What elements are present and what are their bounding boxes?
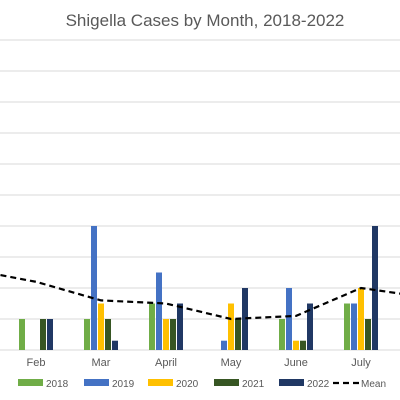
series-line-mean xyxy=(0,273,400,321)
bar-2021-feb xyxy=(40,319,46,350)
bar-2022-june xyxy=(307,303,313,350)
legend-swatch-2022 xyxy=(279,379,304,386)
bar-2022-may xyxy=(242,288,248,350)
bar-2019-may xyxy=(221,340,227,350)
bar-2020-july xyxy=(358,288,364,350)
chart-title: Shigella Cases by Month, 2018-2022 xyxy=(66,11,345,30)
bar-2021-june xyxy=(300,340,306,350)
bar-2018-june xyxy=(279,319,285,350)
bars xyxy=(19,226,378,350)
grid xyxy=(0,39,400,351)
x-tick-label: May xyxy=(221,357,242,369)
legend-swatch-2018 xyxy=(18,379,43,386)
x-tick-label: Feb xyxy=(27,357,46,369)
legend-swatch-2020 xyxy=(148,379,173,386)
legend-label-2018: 2018 xyxy=(46,379,69,390)
bar-2022-feb xyxy=(47,319,53,350)
legend-label-2019: 2019 xyxy=(112,379,135,390)
bar-2018-mar xyxy=(84,319,90,350)
x-tick-labels: Feb Mar April May June July xyxy=(27,357,372,369)
legend: 2018 2019 2020 2021 2022 Mean xyxy=(18,379,386,390)
legend-swatch-2019 xyxy=(84,379,109,386)
bar-2020-june xyxy=(293,340,299,350)
bar-2021-mar xyxy=(105,319,111,350)
x-tick-label: June xyxy=(284,357,308,369)
legend-label-2021: 2021 xyxy=(242,379,265,390)
bar-2018-april xyxy=(149,303,155,350)
bar-2021-may xyxy=(235,319,241,350)
x-tick-label: Mar xyxy=(92,357,111,369)
bar-2022-april xyxy=(177,303,183,350)
mean-line-layer xyxy=(0,273,400,321)
bar-2019-july xyxy=(351,303,357,350)
bar-2022-july xyxy=(372,226,378,350)
bar-2020-mar xyxy=(98,303,104,350)
legend-swatch-2021 xyxy=(214,379,239,386)
x-tick-label: July xyxy=(351,357,371,369)
legend-label-mean: Mean xyxy=(361,379,386,390)
bar-2020-april xyxy=(163,319,169,350)
bar-2021-july xyxy=(365,319,371,350)
bar-2019-mar xyxy=(91,226,97,350)
bar-2018-july xyxy=(344,303,350,350)
x-tick-label: April xyxy=(155,357,177,369)
bar-2020-may xyxy=(228,303,234,350)
bar-2018-feb xyxy=(19,319,25,350)
bar-2019-april xyxy=(156,272,162,350)
bar-2021-april xyxy=(170,319,176,350)
legend-label-2022: 2022 xyxy=(307,379,330,390)
legend-label-2020: 2020 xyxy=(176,379,199,390)
bar-2019-june xyxy=(286,288,292,350)
bar-2022-mar xyxy=(112,340,118,350)
